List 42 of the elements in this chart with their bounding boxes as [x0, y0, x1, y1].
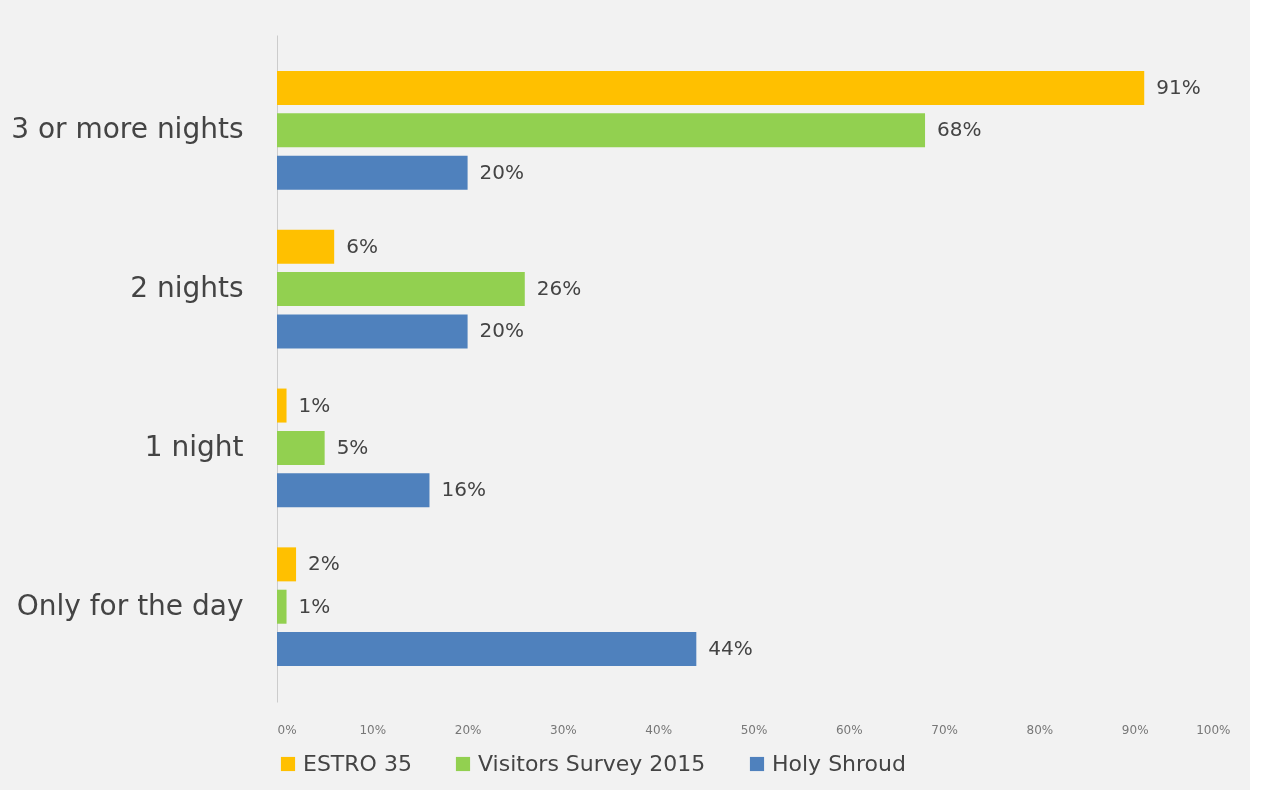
x-tick-label: 0%	[277, 722, 297, 737]
y-tick-label: 3 or more nights	[11, 112, 244, 146]
bar	[277, 632, 697, 667]
data-label: 44%	[708, 636, 753, 661]
x-tick-label: 40%	[645, 722, 673, 737]
x-tick-label: 20%	[454, 722, 482, 737]
bar	[277, 155, 468, 190]
bar	[277, 388, 287, 423]
y-tick-label: Only for the day	[16, 588, 244, 622]
legend-label: Holy Shroud	[772, 751, 906, 776]
bar	[277, 547, 297, 582]
legend-label: Visitors Survey 2015	[478, 751, 706, 776]
x-tick-label: 100%	[1196, 722, 1231, 737]
data-label: 20%	[479, 159, 525, 184]
data-label: 26%	[536, 276, 582, 301]
x-tick-label: 50%	[740, 722, 768, 737]
x-tick-label: 30%	[550, 722, 577, 737]
bar	[277, 70, 1145, 105]
x-tick-label: 10%	[359, 722, 387, 737]
data-label: 2%	[308, 551, 340, 576]
y-tick-label: 1 night	[144, 429, 244, 463]
data-label: 1%	[298, 392, 331, 417]
data-label: 6%	[346, 233, 378, 258]
x-tick-label: 60%	[835, 722, 863, 737]
x-tick-label: 80%	[1026, 722, 1054, 737]
legend-label: ESTRO 35	[303, 751, 412, 776]
x-tick-label: 90%	[1121, 722, 1149, 737]
data-label: 1%	[298, 593, 331, 618]
bar	[277, 113, 926, 148]
y-tick-label: 2 nights	[130, 271, 244, 305]
bar	[277, 430, 325, 465]
bar	[277, 473, 430, 508]
bar	[277, 589, 287, 624]
bar	[277, 314, 468, 349]
x-tick-label: 70%	[931, 722, 958, 737]
data-label: 68%	[937, 117, 982, 142]
bar	[277, 272, 525, 307]
data-label: 16%	[441, 477, 486, 502]
bar	[277, 229, 335, 264]
data-label: 91%	[1156, 74, 1201, 99]
data-label: 20%	[479, 318, 525, 343]
data-label: 5%	[336, 434, 369, 459]
